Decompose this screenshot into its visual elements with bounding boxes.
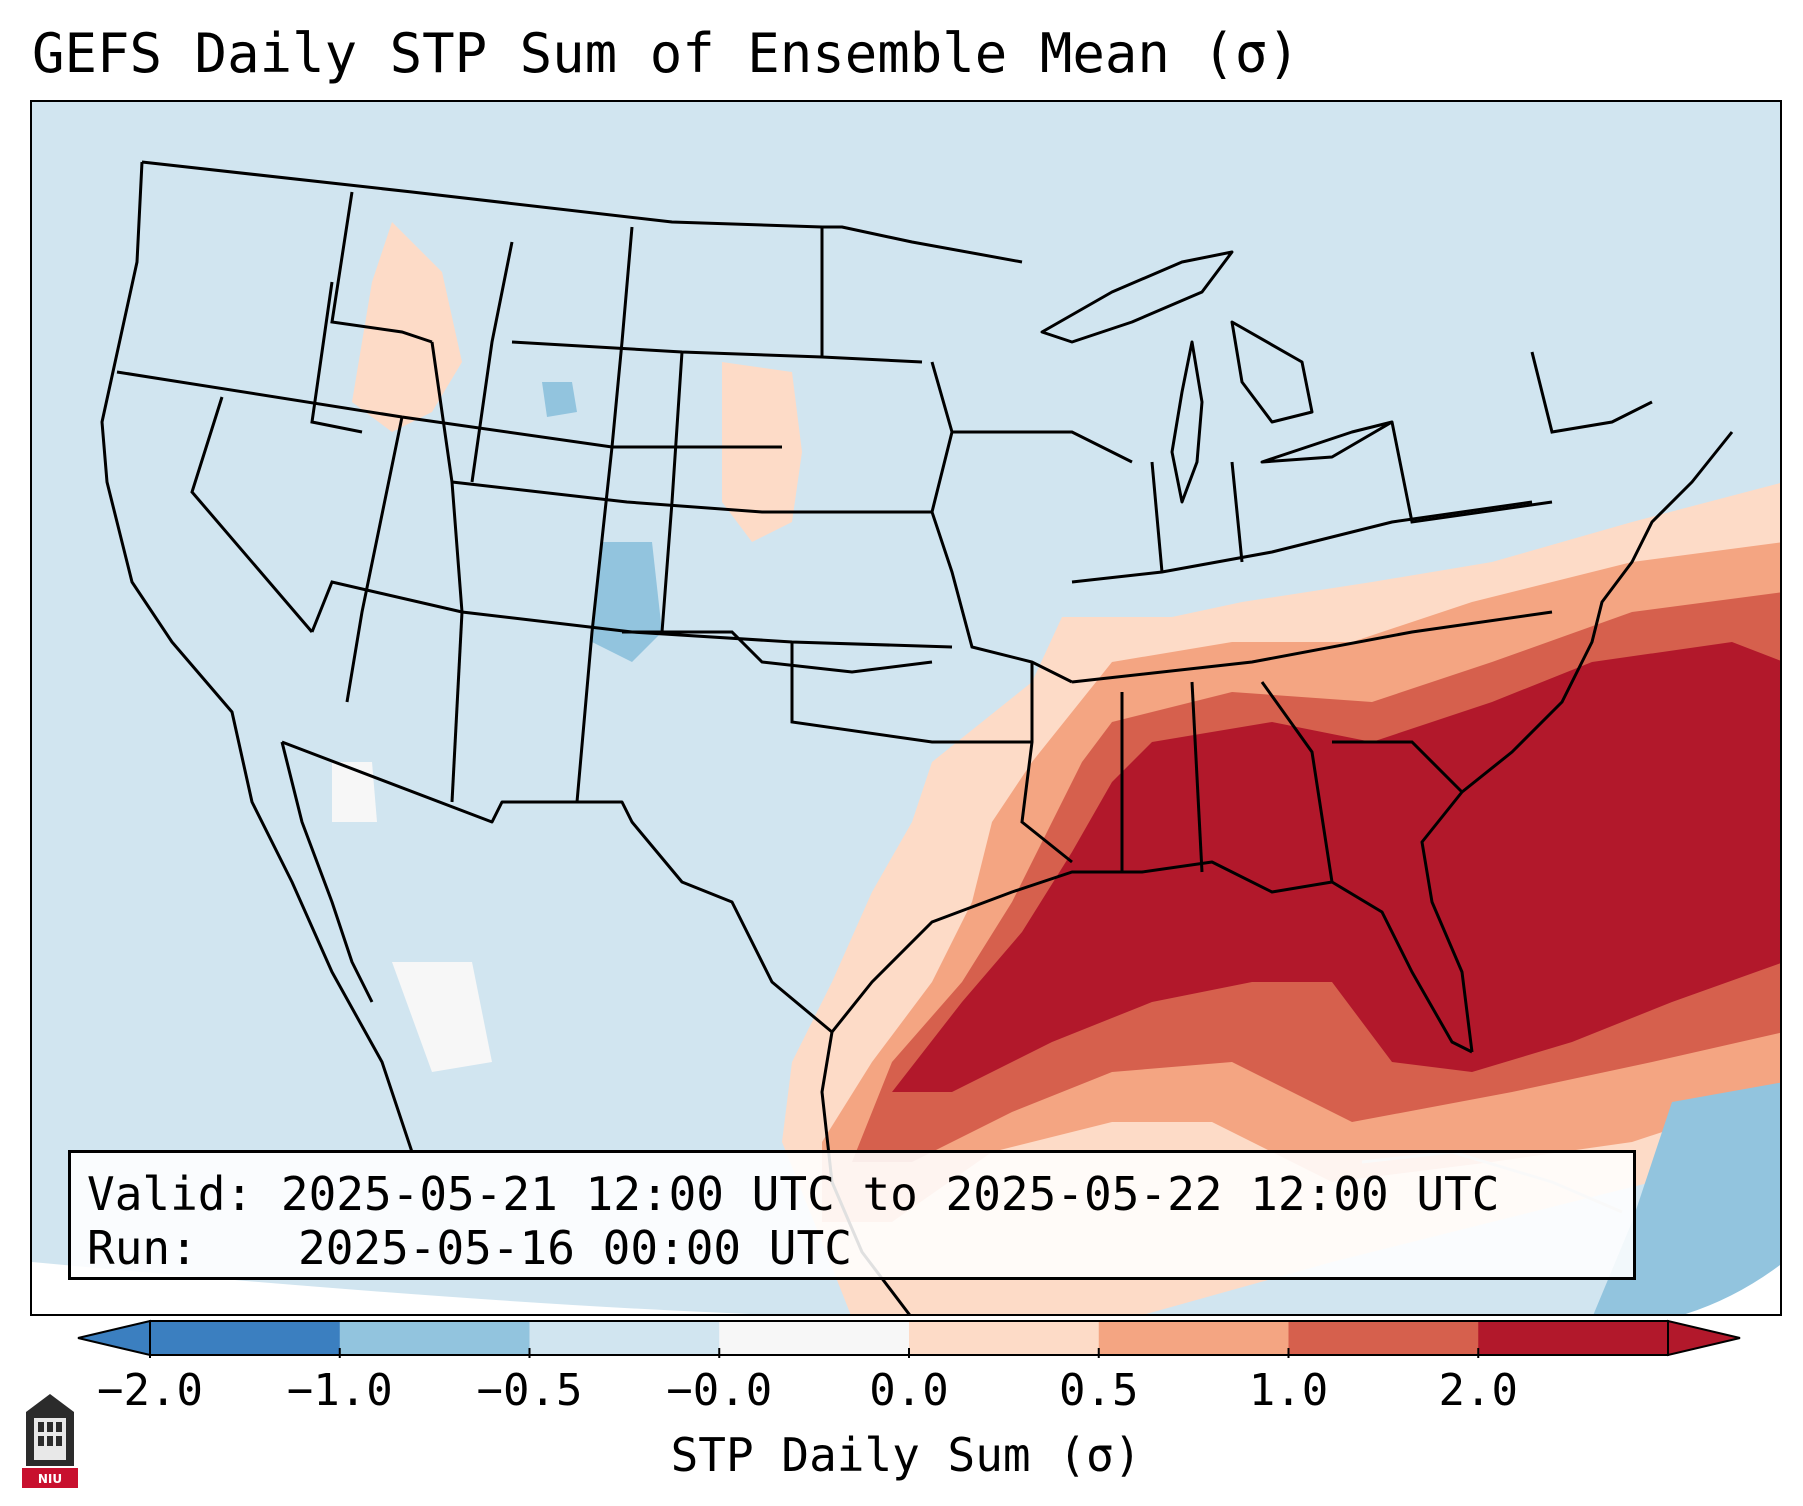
shade-level-0-west bbox=[352, 222, 462, 432]
stp-map bbox=[32, 160, 1780, 1314]
projection-edge bbox=[32, 1262, 751, 1314]
state-line bbox=[450, 611, 464, 803]
gulf-coast bbox=[830, 860, 1473, 1054]
state-line bbox=[622, 630, 933, 674]
colorbar-tick-label: 2.0 bbox=[1438, 1365, 1518, 1416]
us-mexico-border bbox=[281, 740, 833, 1034]
lake-huron bbox=[1230, 320, 1314, 424]
state-line bbox=[1530, 351, 1653, 434]
shade-level-3 bbox=[892, 642, 1780, 1092]
valid-label: Valid: bbox=[87, 1167, 254, 1221]
state-line bbox=[116, 370, 403, 419]
state-line bbox=[610, 226, 634, 448]
projection-edge-right bbox=[1685, 1264, 1780, 1314]
lake-michigan bbox=[1170, 340, 1204, 504]
colorbar-segment bbox=[1478, 1321, 1669, 1355]
state-line bbox=[1332, 740, 1464, 794]
shade-zero-mexico bbox=[392, 962, 492, 1072]
state-line bbox=[1020, 662, 1073, 864]
run-row: Run: 2025-05-16 00:00 UTC bbox=[87, 1221, 1633, 1275]
state-line bbox=[1230, 461, 1244, 563]
shade-neg-bahamas bbox=[1593, 1082, 1780, 1314]
valid-row: Valid: 2025-05-21 12:00 UTC to 2025-05-2… bbox=[87, 1167, 1633, 1221]
colorbar-segment bbox=[1098, 1321, 1289, 1355]
state-line bbox=[330, 191, 433, 344]
colorbar-segment bbox=[1288, 1321, 1479, 1355]
colorbar-segment bbox=[719, 1321, 910, 1355]
state-line bbox=[310, 580, 953, 649]
state-line bbox=[575, 446, 614, 803]
valid-time-box: Valid: 2025-05-21 12:00 UTC to 2025-05-2… bbox=[68, 1150, 1636, 1280]
lake-erie bbox=[1260, 420, 1394, 464]
colorbar-extend-min bbox=[77, 1319, 151, 1357]
state-line bbox=[511, 340, 923, 364]
colorbar-tick-label: 0.0 bbox=[869, 1365, 949, 1416]
colorbar bbox=[77, 1319, 1741, 1358]
valid-value: 2025-05-21 12:00 UTC to 2025-05-22 12:00… bbox=[280, 1167, 1500, 1221]
state-line bbox=[930, 361, 1073, 684]
colorbar-segments bbox=[150, 1321, 1669, 1355]
run-label: Run: bbox=[87, 1221, 198, 1275]
atlantic-coast bbox=[1420, 431, 1734, 1053]
colorbar-tick-label: −1.0 bbox=[286, 1365, 393, 1416]
shade-neg-colorado bbox=[592, 542, 662, 662]
state-line bbox=[451, 480, 932, 514]
colorbar-tick-label: 1.0 bbox=[1248, 1365, 1329, 1416]
state-line bbox=[660, 351, 684, 633]
pacific-coast bbox=[100, 161, 414, 1153]
colorbar-tick-label: 0.5 bbox=[1059, 1365, 1139, 1416]
colorbar-segment bbox=[150, 1321, 341, 1355]
state-line bbox=[1190, 681, 1204, 873]
logo-text: NIU bbox=[38, 1472, 62, 1486]
colorbar-label: STP Daily Sum (σ) bbox=[670, 1428, 1142, 1482]
state-line bbox=[470, 241, 514, 483]
colorbar-extend-max bbox=[1667, 1319, 1741, 1357]
state-line bbox=[952, 430, 1133, 464]
us-canada-border bbox=[141, 160, 1023, 264]
state-line bbox=[1260, 681, 1334, 883]
colorbar-tick-label: −2.0 bbox=[97, 1365, 203, 1416]
state-line bbox=[1071, 500, 1533, 584]
shade-level-0-plains bbox=[722, 362, 802, 542]
baja-peninsula bbox=[280, 741, 374, 1003]
state-line bbox=[345, 416, 404, 703]
map-panel: Valid: 2025-05-21 12:00 UTC to 2025-05-2… bbox=[30, 100, 1782, 1316]
state-line bbox=[1150, 461, 1164, 573]
university-tower-icon: NIU bbox=[22, 1394, 78, 1488]
state-line bbox=[790, 642, 1032, 744]
colorbar-tick-label: −0.5 bbox=[476, 1365, 583, 1416]
lake-superior bbox=[1040, 250, 1234, 344]
map-title: GEFS Daily STP Sum of Ensemble Mean (σ) bbox=[32, 22, 1300, 85]
state-line bbox=[1390, 421, 1553, 524]
colorbar-segment bbox=[909, 1321, 1100, 1355]
colorbar-segment bbox=[529, 1321, 720, 1355]
state-line bbox=[190, 396, 314, 633]
shade-neg-wyoming bbox=[542, 382, 577, 417]
colorbar-tick-label: −0.0 bbox=[666, 1365, 773, 1416]
colorbar-segment bbox=[339, 1321, 530, 1355]
state-line bbox=[310, 281, 363, 434]
state-line bbox=[1071, 610, 1553, 684]
state-borders bbox=[116, 191, 1653, 883]
shade-zero-baja bbox=[332, 762, 377, 822]
run-value: 2025-05-16 00:00 UTC bbox=[298, 1221, 852, 1275]
